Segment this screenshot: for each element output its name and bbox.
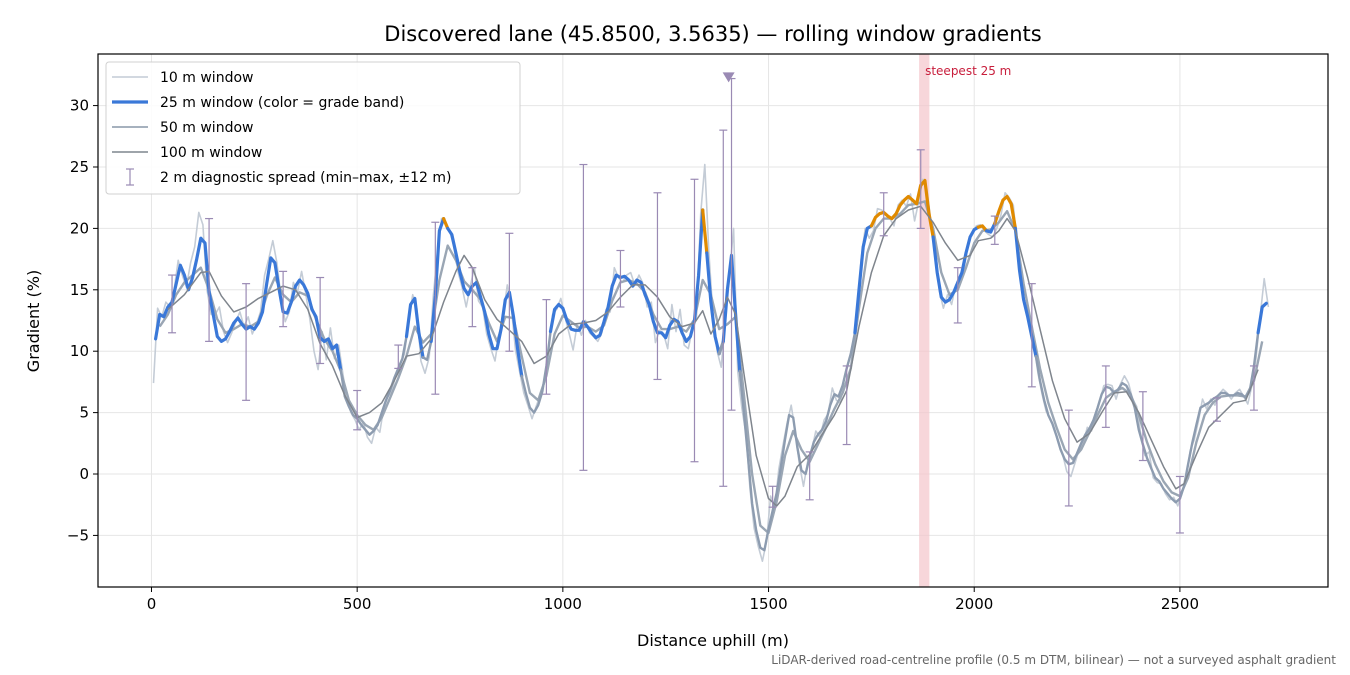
series-25m-segment [339, 335, 408, 436]
diagnostic-error-bar [168, 274, 177, 334]
series-25m-segment [869, 178, 935, 239]
y-axis-label: Gradient (%) [24, 270, 43, 372]
diagnostic-error-bar [1064, 409, 1073, 507]
legend-item: 10 m window [112, 70, 253, 86]
legend-label: 100 m window [160, 145, 262, 161]
plot-series [152, 54, 1270, 587]
series-25m-segment [446, 226, 524, 378]
x-tick-label: 2000 [955, 595, 993, 613]
y-tick-label: 5 [79, 404, 89, 422]
plot-area: steepest 25 m 0 500 1000 1500 2000 2500 −5 0 5 10 1… [67, 53, 1329, 613]
diagnostic-error-bar [990, 215, 999, 245]
x-tick-label: 1500 [749, 595, 787, 613]
y-tick-label: 15 [70, 281, 89, 299]
diagnostic-error-bar [690, 178, 699, 463]
max-marker-triangle [722, 72, 735, 83]
series-25m-segment [717, 339, 725, 356]
diagnostic-error-bar [1027, 283, 1036, 388]
series-25m-segment [442, 217, 450, 230]
series-25m-segment [1256, 301, 1268, 335]
diagnostic-error-bar [431, 221, 440, 395]
diagnostic-error-bar [279, 270, 288, 328]
diagnostic-error-bar [953, 267, 962, 324]
series-25m-segment [1013, 226, 1038, 358]
series-25m-segment [993, 194, 1017, 230]
legend-box [105, 61, 521, 195]
series-25m-segment [853, 224, 873, 335]
diagnostic-error-bar [505, 232, 514, 352]
series-100m-line [167, 205, 1259, 507]
legend-item: 2 m diagnostic spread (min–max, ±12 m) [126, 168, 451, 186]
footnote: LiDAR-derived road-centreline profile (0… [771, 653, 1336, 667]
x-tick-label: 2500 [1161, 595, 1199, 613]
diagnostic-error-bar [879, 192, 888, 237]
legend-item: 50 m window [112, 120, 253, 136]
series-25m-segment [404, 296, 425, 359]
series-25m-segment [548, 208, 705, 343]
diagnostic-error-bar [242, 283, 251, 401]
diagnostic-error-bar [1101, 365, 1110, 428]
series-25m-segment [701, 208, 709, 255]
y-tick-label: −5 [67, 526, 89, 544]
series-25m-segment [705, 251, 721, 356]
diagnostic-error-bar [316, 276, 325, 365]
diagnostic-error-bar [1138, 391, 1147, 462]
diagnostic-error-bar [719, 129, 728, 487]
diagnostic-error-bar [616, 249, 625, 308]
legend-label: 50 m window [160, 120, 253, 136]
x-tick-label: 500 [343, 595, 372, 613]
diagnostic-spread-bars [168, 77, 1258, 534]
diagnostic-error-bar [805, 451, 814, 501]
series-25m-segment [421, 340, 433, 361]
diagnostic-error-bar [579, 163, 588, 471]
diagnostic-error-bar [1212, 397, 1221, 422]
y-tick-label: 0 [79, 465, 89, 483]
legend-item: 25 m window (color = grade band) [112, 95, 404, 111]
steepest-band [919, 54, 930, 587]
diagnostic-error-bar [653, 192, 662, 381]
y-tick-label: 10 [70, 342, 89, 360]
series-25m-line [154, 178, 1268, 552]
diagnostic-error-bar [353, 389, 362, 431]
y-tick-label: 20 [70, 219, 89, 237]
series-25m-segment [1034, 331, 1260, 504]
diagnostic-error-bar [205, 217, 214, 342]
diagnostic-error-bar [394, 344, 403, 369]
series-25m-segment [154, 236, 343, 372]
series-25m-segment [985, 221, 997, 234]
diagnostic-error-bar [916, 149, 925, 229]
series-25m-segment [976, 224, 989, 233]
series-25m-segment [520, 330, 552, 414]
legend-item: 100 m window [112, 145, 262, 161]
y-tick-label: 25 [70, 158, 89, 176]
series-50m-line [158, 200, 1264, 535]
y-tick-label: 30 [70, 97, 89, 115]
legend-label: 2 m diagnostic spread (min–max, ±12 m) [160, 170, 451, 186]
steepest-label: steepest 25 m [925, 64, 1011, 78]
chart-title: Discovered lane (45.8500, 3.5635) — roll… [384, 22, 1041, 46]
x-axis-label: Distance uphill (m) [637, 631, 789, 650]
diagnostic-error-bar [542, 299, 551, 395]
plot-frame [97, 53, 1329, 588]
diagnostic-error-bar [842, 365, 851, 446]
diagnostic-error-bar [1249, 365, 1258, 411]
diagnostic-error-bar [1175, 475, 1184, 534]
legend-label: 10 m window [160, 70, 253, 86]
diagnostic-error-bar [468, 267, 477, 328]
legend: 10 m window 25 m window (color = grade ba… [105, 61, 521, 195]
series-25m-segment [931, 225, 980, 304]
series-25m-segment [429, 217, 446, 343]
legend-label: 25 m window (color = grade band) [160, 95, 404, 111]
series-25m-segment [738, 331, 857, 552]
diagnostic-error-bar [768, 485, 777, 508]
x-tick-label: 0 [147, 595, 157, 613]
x-tick-label: 1000 [544, 595, 582, 613]
